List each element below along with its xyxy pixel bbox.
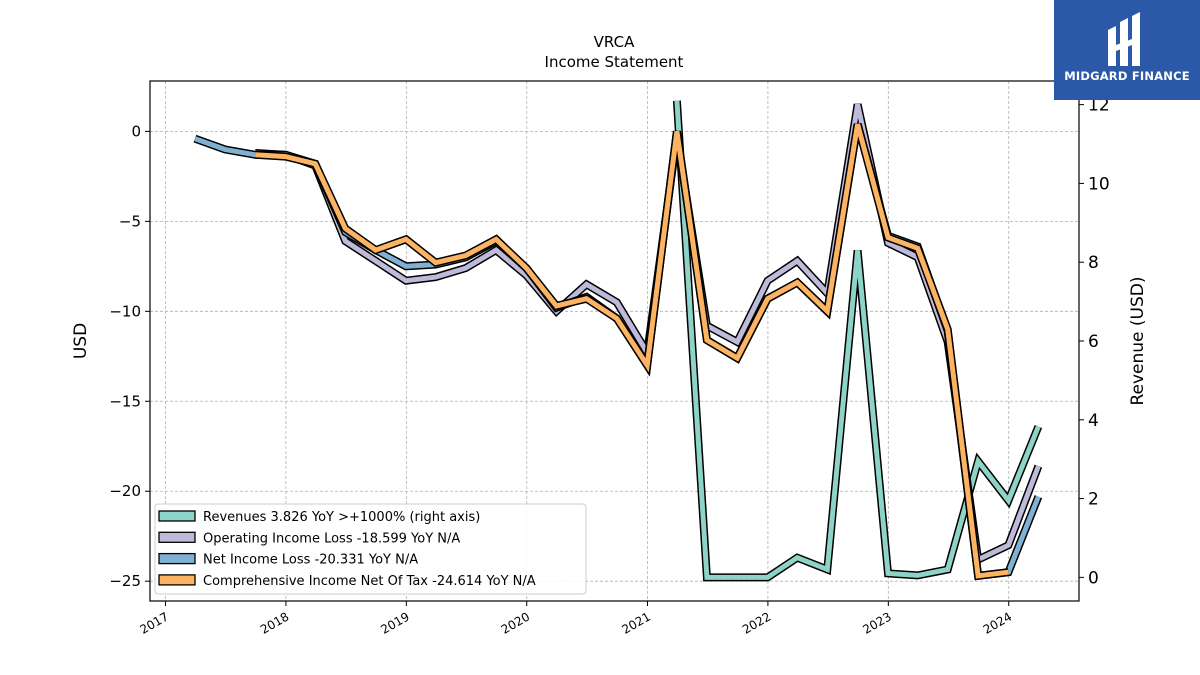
legend-swatch — [158, 510, 196, 522]
y-left-tick-label: 0 — [131, 122, 141, 140]
x-tick-label: 2022 — [740, 609, 773, 636]
y-left-tick-label: −25 — [109, 572, 141, 590]
x-tick-label: 2021 — [620, 609, 653, 636]
y-left-tick-label: −10 — [109, 302, 141, 320]
y-right-tick-label: 8 — [1088, 253, 1099, 273]
midgard-logo-icon — [1108, 12, 1140, 66]
y-left-tick-label: −5 — [119, 212, 141, 230]
x-tick-label: 2020 — [499, 609, 532, 636]
y-axis-left-label: USD — [71, 323, 91, 359]
series-line-revenues — [674, 100, 1041, 580]
x-tick-label: 2018 — [258, 609, 291, 636]
series-line-comprehensive — [255, 123, 1009, 579]
y-right-tick-label: 4 — [1088, 411, 1099, 431]
series-group — [193, 100, 1043, 582]
y-right-tick-label: 10 — [1088, 174, 1110, 194]
legend-label: Revenues 3.826 YoY >+1000% (right axis) — [203, 510, 480, 525]
x-tick-label: 2023 — [860, 609, 893, 636]
legend-label: Net Income Loss -20.331 YoY N/A — [203, 553, 418, 568]
legend-swatch — [158, 531, 196, 543]
legend-swatch — [158, 552, 196, 565]
x-tick-label: 2024 — [981, 609, 1014, 636]
y-left-tick-label: −20 — [109, 482, 141, 500]
y-right-tick-label: 12 — [1088, 96, 1110, 116]
legend-label: Comprehensive Income Net Of Tax -24.614 … — [203, 574, 536, 589]
legend-label: Operating Income Loss -18.599 YoY N/A — [203, 531, 460, 546]
x-tick-label: 2017 — [138, 609, 171, 636]
y-right-tick-label: 6 — [1088, 332, 1099, 352]
legend-swatch — [158, 574, 196, 586]
brand-logo: MIDGARD FINANCE — [1054, 0, 1200, 100]
chart-subtitle: Income Statement — [545, 53, 684, 71]
legend-box — [154, 503, 587, 595]
chart-title: VRCA — [594, 33, 635, 51]
y-right-tick-label: 0 — [1088, 568, 1099, 588]
legend: Revenues 3.826 YoY >+1000% (right axis) O… — [154, 503, 587, 595]
y-axis-right-label: Revenue (USD) — [1128, 276, 1148, 405]
y-left-tick-label: −15 — [109, 392, 141, 410]
y-right-tick-label: 2 — [1088, 490, 1099, 510]
x-tick-label: 2019 — [378, 609, 411, 636]
brand-name: MIDGARD FINANCE — [1064, 69, 1190, 83]
